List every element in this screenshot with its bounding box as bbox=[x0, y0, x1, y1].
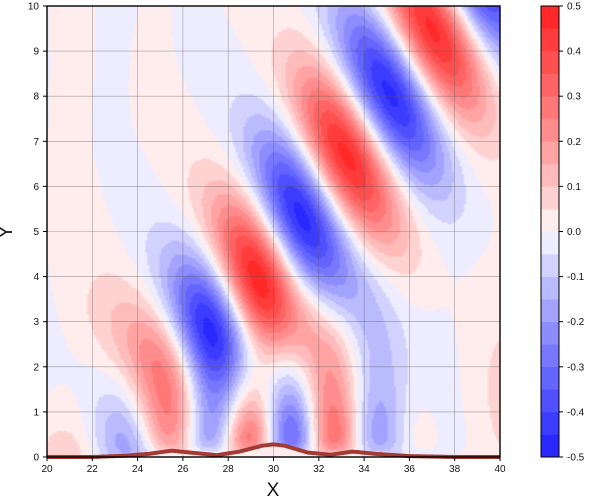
colorbar-band bbox=[541, 344, 559, 368]
y-tick-label: 9 bbox=[33, 47, 39, 58]
colorbar-band bbox=[541, 186, 559, 210]
colorbar-band bbox=[541, 28, 559, 52]
x-tick-label: 40 bbox=[494, 464, 506, 475]
x-tick-label: 38 bbox=[449, 464, 461, 475]
y-tick-label: 10 bbox=[28, 2, 40, 13]
colorbar-ticks: 0.5 0.4 0.3 0.2 0.1 0.0 -0.1 -0.2 -0.3 -0.4 -0.5 bbox=[559, 2, 585, 464]
y-tick-label: 0 bbox=[33, 453, 39, 464]
colorbar: 0.5 0.4 0.3 0.2 0.1 0.0 -0.1 -0.2 -0.3 -0.4 -0.5 bbox=[540, 2, 585, 464]
colorbar-band bbox=[541, 321, 559, 345]
x-tick-label: 28 bbox=[223, 464, 235, 475]
colorbar-band bbox=[541, 51, 559, 74]
colorbar-tick-label: 0.2 bbox=[567, 137, 581, 148]
colorbar-band bbox=[541, 254, 559, 277]
colorbar-band bbox=[541, 141, 559, 165]
colorbar-tick-label: 0.4 bbox=[567, 47, 581, 58]
y-tick-label: 3 bbox=[33, 317, 39, 328]
y-axis-label: Y bbox=[0, 225, 17, 238]
y-tick-label: 8 bbox=[33, 92, 39, 103]
colorbar-band bbox=[541, 163, 559, 187]
y-tick-label: 7 bbox=[33, 137, 39, 148]
x-tick-label: 26 bbox=[177, 464, 189, 475]
colorbar-tick-label: 0.0 bbox=[567, 227, 581, 238]
colorbar-tick-label: 0.3 bbox=[567, 92, 581, 103]
colorbar-tick-label: 0.1 bbox=[567, 182, 581, 193]
colorbar-tick-label: -0.1 bbox=[567, 272, 585, 283]
colorbar-band bbox=[541, 6, 559, 29]
colorbar-band bbox=[541, 96, 559, 120]
y-tick-label: 4 bbox=[33, 272, 39, 283]
x-axis-ticks: 20 22 24 26 28 30 32 34 36 38 40 bbox=[41, 457, 506, 475]
x-tick-label: 24 bbox=[132, 464, 144, 475]
colorbar-band bbox=[541, 366, 559, 390]
colorbar-tick-label: -0.2 bbox=[567, 317, 585, 328]
colorbar-band bbox=[541, 118, 559, 142]
x-tick-label: 34 bbox=[359, 464, 371, 475]
x-tick-label: 30 bbox=[268, 464, 280, 475]
colorbar-tick-label: 0.5 bbox=[567, 2, 581, 13]
x-tick-label: 22 bbox=[87, 464, 99, 475]
colorbar-tick-label: -0.5 bbox=[567, 453, 585, 464]
colorbar-band bbox=[541, 208, 559, 232]
colorbar-band bbox=[541, 299, 559, 322]
y-tick-label: 1 bbox=[33, 407, 39, 418]
colorbar-band bbox=[541, 276, 559, 300]
y-axis-ticks: 0 1 2 3 4 5 6 7 8 9 10 bbox=[28, 2, 47, 464]
y-tick-label: 6 bbox=[33, 182, 39, 193]
x-tick-label: 32 bbox=[313, 464, 325, 475]
colorbar-bands bbox=[541, 6, 559, 458]
colorbar-band bbox=[541, 389, 559, 413]
colorbar-band bbox=[541, 231, 559, 255]
colorbar-band bbox=[541, 411, 559, 435]
x-axis-label: X bbox=[267, 480, 280, 501]
colorbar-band bbox=[541, 434, 559, 458]
y-tick-label: 5 bbox=[33, 227, 39, 238]
colorbar-band bbox=[541, 73, 559, 97]
colorbar-tick-label: -0.3 bbox=[567, 362, 585, 373]
x-tick-label: 36 bbox=[404, 464, 416, 475]
x-tick-label: 20 bbox=[41, 464, 53, 475]
plot-area bbox=[46, 5, 501, 459]
y-tick-label: 2 bbox=[33, 362, 39, 373]
colorbar-tick-label: -0.4 bbox=[567, 407, 585, 418]
